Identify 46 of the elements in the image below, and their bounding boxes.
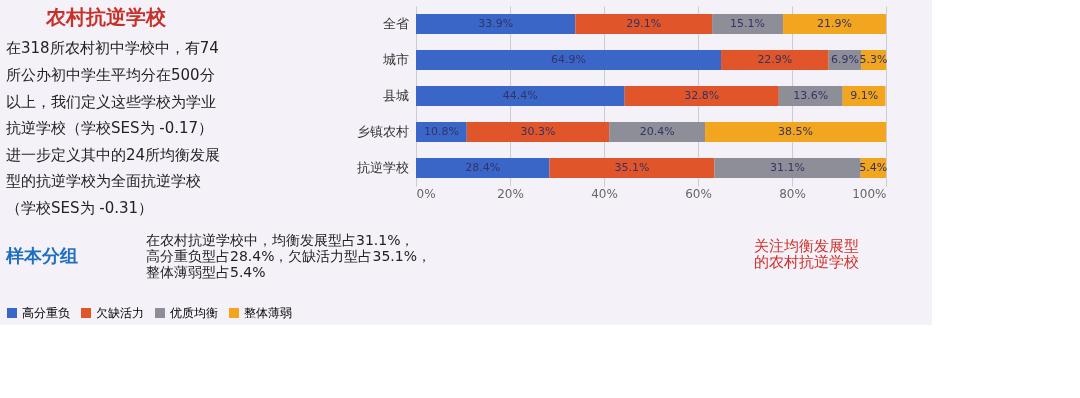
x-tick-label: 20%: [497, 186, 524, 201]
data-label: 21.9%: [817, 17, 853, 30]
y-tick-label: 县城: [382, 88, 409, 103]
data-label: 29.1%: [626, 17, 662, 30]
y-tick-label: 全省: [382, 16, 409, 31]
y-tick-label: 抗逆学校: [356, 160, 409, 175]
legend-label: 高分重负: [22, 306, 70, 320]
y-tick-label: 乡镇农村: [356, 124, 409, 139]
y-tick-label: 城市: [381, 52, 409, 67]
text: 整体薄弱型占5.4%: [146, 264, 266, 280]
data-label: 35.1%: [614, 161, 650, 174]
text: 高分重负型占28.4%，欠缺活力型占35.1%，: [146, 248, 431, 264]
data-label: 33.9%: [478, 17, 514, 30]
data-label: 15.1%: [730, 17, 766, 30]
data-label: 64.9%: [551, 53, 586, 66]
data-label: 28.4%: [465, 161, 501, 174]
data-label: 30.3%: [520, 125, 556, 138]
x-tick-label: 0%: [416, 186, 436, 201]
text: 在农村抗逆学校中，均衡发展型占31.1%，: [146, 232, 415, 248]
legend-label: 欠缺活力: [96, 306, 144, 320]
text: 在318所农村初中学校中，有74: [6, 39, 219, 58]
data-label: 20.4%: [639, 125, 675, 138]
legend-label: 整体薄弱: [244, 306, 292, 320]
data-label: 10.8%: [423, 125, 459, 138]
data-label: 22.9%: [757, 53, 793, 66]
legend-label: 优质均衡: [170, 306, 218, 320]
data-label: 44.4%: [502, 89, 538, 102]
x-tick-label: 80%: [779, 186, 806, 201]
text: （学校SES为 -0.31）: [6, 198, 154, 217]
data-label: 32.8%: [684, 89, 720, 102]
text: 以上，我们定义这些学校为学业: [6, 92, 216, 111]
data-label: 13.6%: [793, 89, 829, 102]
text: 型的抗逆学校为全面抗逆学校: [6, 172, 201, 191]
data-label: 38.5%: [778, 125, 813, 138]
text: 样本分组: [5, 245, 78, 266]
x-tick-label: 40%: [591, 186, 618, 201]
data-label: 31.1%: [770, 161, 806, 174]
text: 关注均衡发展型的农村抗逆学校: [753, 236, 859, 271]
text: 农村抗逆学校: [45, 5, 167, 29]
text: 所公办初中学生平均分在500分: [6, 66, 215, 85]
text: 进一步定义其中的24所均衡发展: [6, 145, 221, 164]
x-tick-label: 60%: [685, 186, 712, 201]
x-tick-label: 100%: [852, 186, 887, 201]
data-label: 6.9%: [830, 53, 859, 66]
data-label: 9.1%: [850, 89, 879, 102]
text: 抗逆学校（学校SES为 -0.17）: [6, 119, 214, 138]
